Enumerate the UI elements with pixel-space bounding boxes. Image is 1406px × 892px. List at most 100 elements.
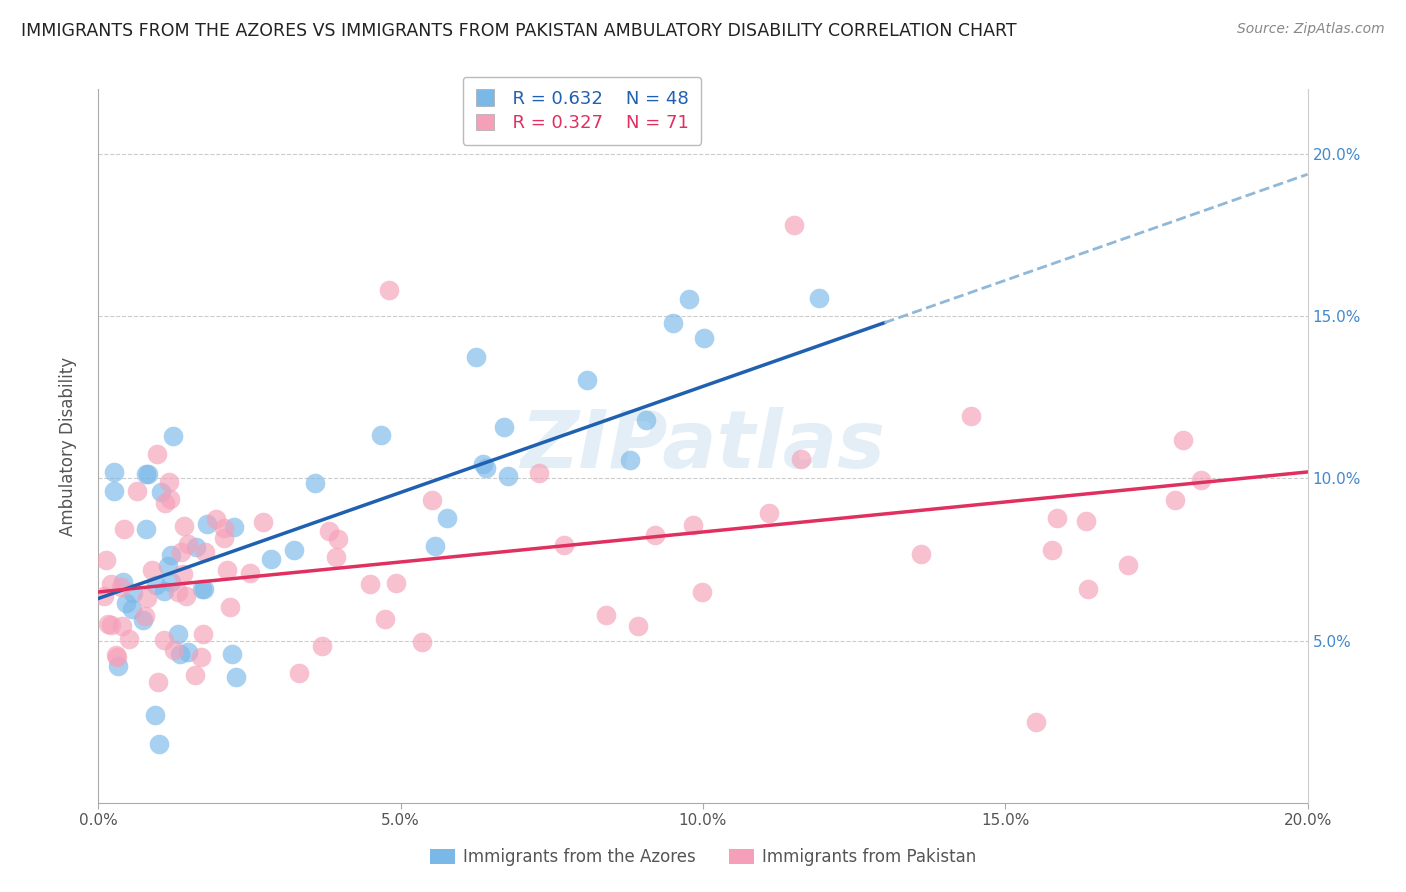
Point <box>132 613 155 627</box>
Point <box>212 521 235 535</box>
Point <box>172 567 194 582</box>
Point <box>136 467 159 482</box>
Point <box>135 522 157 536</box>
Point <box>374 612 396 626</box>
Point <box>112 575 135 590</box>
Y-axis label: Ambulatory Disability: Ambulatory Disability <box>59 357 77 535</box>
Point <box>619 453 641 467</box>
Point <box>492 419 515 434</box>
Point <box>1040 542 1063 557</box>
Point <box>325 549 347 564</box>
Text: Source: ZipAtlas.com: Source: ZipAtlas.com <box>1237 22 1385 37</box>
Point <box>465 350 488 364</box>
Point <box>436 511 458 525</box>
Point <box>1116 558 1139 573</box>
Point <box>644 528 666 542</box>
Point <box>173 519 195 533</box>
Point <box>96 553 118 567</box>
Point <box>160 575 183 590</box>
Point <box>690 585 713 599</box>
Point <box>212 531 235 545</box>
Point <box>157 475 180 489</box>
Point <box>283 543 305 558</box>
Point <box>661 316 683 330</box>
Point <box>195 517 218 532</box>
Point <box>219 600 242 615</box>
Point <box>143 707 166 722</box>
Point <box>423 540 446 554</box>
Point <box>103 465 125 479</box>
Point <box>93 589 115 603</box>
Point <box>1163 493 1185 508</box>
Point <box>159 492 181 507</box>
Point <box>471 458 494 472</box>
Point <box>595 607 617 622</box>
Point <box>304 476 326 491</box>
Point <box>121 601 143 615</box>
Point <box>115 595 138 609</box>
Point <box>157 559 180 574</box>
Point <box>111 618 134 632</box>
Point <box>527 466 550 480</box>
Point <box>411 634 433 648</box>
Point <box>145 578 167 592</box>
Point <box>112 522 135 536</box>
Point <box>1046 511 1069 525</box>
Point <box>118 632 141 646</box>
Point <box>153 495 176 509</box>
Point <box>167 627 190 641</box>
Point <box>224 520 246 534</box>
Point <box>359 576 381 591</box>
Point <box>97 616 120 631</box>
Point <box>498 469 520 483</box>
Point <box>107 659 129 673</box>
Point <box>193 582 215 596</box>
Point <box>910 547 932 561</box>
Point <box>239 566 262 580</box>
Point <box>678 292 700 306</box>
Point <box>122 586 145 600</box>
Point <box>105 650 128 665</box>
Point <box>141 563 163 577</box>
Point <box>105 648 128 662</box>
Point <box>326 532 349 546</box>
Point <box>576 373 599 387</box>
Point <box>136 591 159 605</box>
Point <box>125 484 148 499</box>
Point <box>636 413 658 427</box>
Point <box>385 576 408 591</box>
Text: ZIPatlas: ZIPatlas <box>520 407 886 485</box>
Point <box>682 518 704 533</box>
Point <box>1189 474 1212 488</box>
Legend: Immigrants from the Azores, Immigrants from Pakistan: Immigrants from the Azores, Immigrants f… <box>423 842 983 873</box>
Point <box>135 467 157 482</box>
Point <box>176 645 198 659</box>
Point <box>134 608 156 623</box>
Point <box>100 618 122 632</box>
Point <box>221 647 243 661</box>
Point <box>170 545 193 559</box>
Point <box>177 537 200 551</box>
Point <box>110 580 132 594</box>
Point <box>808 291 831 305</box>
Point <box>553 538 575 552</box>
Point <box>252 515 274 529</box>
Point <box>1074 514 1097 528</box>
Point <box>167 585 190 599</box>
Point <box>1173 433 1195 447</box>
Point <box>783 219 806 233</box>
Point <box>100 577 122 591</box>
Point <box>215 563 238 577</box>
Point <box>162 429 184 443</box>
Point <box>205 511 228 525</box>
Point <box>174 589 197 603</box>
Point <box>260 552 283 566</box>
Point <box>311 640 333 654</box>
Point <box>184 667 207 681</box>
Point <box>194 544 217 558</box>
Point <box>153 583 176 598</box>
Point <box>225 670 247 684</box>
Point <box>790 452 813 467</box>
Point <box>474 461 496 475</box>
Point <box>184 541 207 555</box>
